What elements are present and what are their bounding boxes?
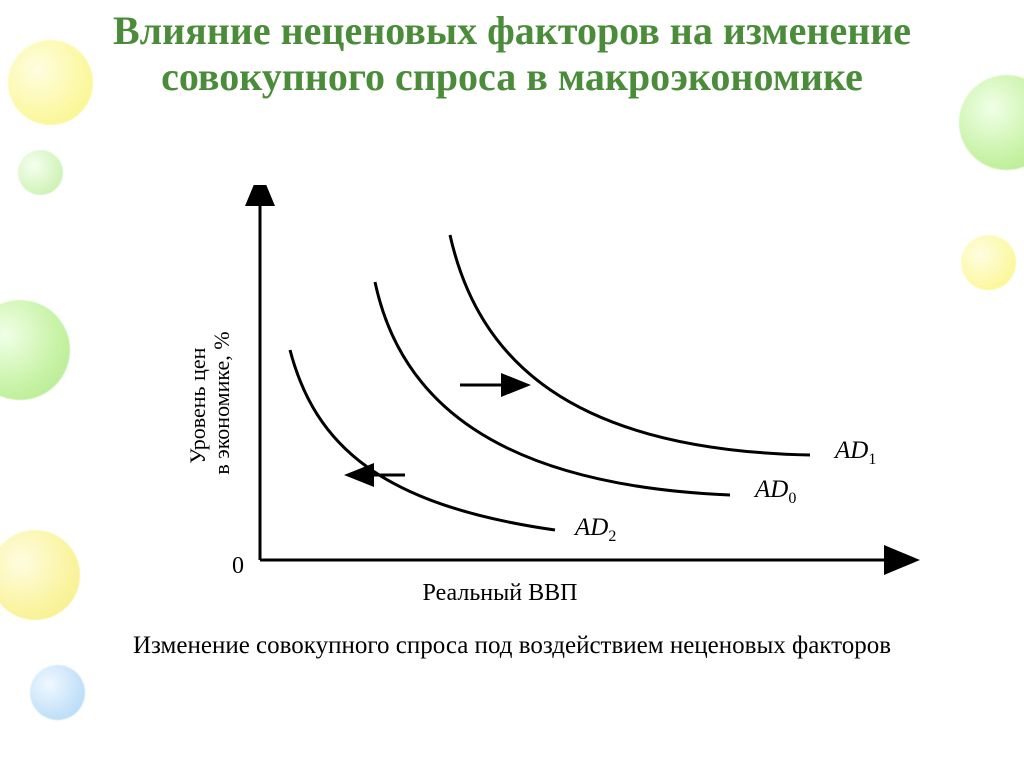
slide-title: Влияние неценовых факторов на изменение … bbox=[0, 8, 1024, 100]
curve-AD1 bbox=[450, 235, 810, 455]
chart-caption: Изменение совокупного спроса под воздейс… bbox=[0, 630, 1024, 663]
curve-label-AD1: AD1 bbox=[833, 437, 876, 468]
curve-AD2 bbox=[290, 350, 555, 530]
decor-circle bbox=[0, 300, 70, 400]
curve-AD0 bbox=[375, 282, 730, 495]
decor-circle bbox=[0, 530, 80, 620]
ad-shift-chart: Уровень цен в экономике, % Реальный ВВП … bbox=[100, 185, 925, 615]
decor-circle bbox=[961, 235, 1016, 290]
x-axis-label: Реальный ВВП bbox=[423, 580, 578, 606]
y-axis-label: Уровень цен в экономике, % bbox=[185, 331, 234, 474]
decor-circle bbox=[30, 665, 85, 720]
origin-label: 0 bbox=[232, 553, 244, 579]
decor-circle bbox=[18, 150, 63, 195]
curve-label-AD2: AD2 bbox=[573, 514, 616, 545]
curve-label-AD0: AD0 bbox=[753, 476, 796, 507]
